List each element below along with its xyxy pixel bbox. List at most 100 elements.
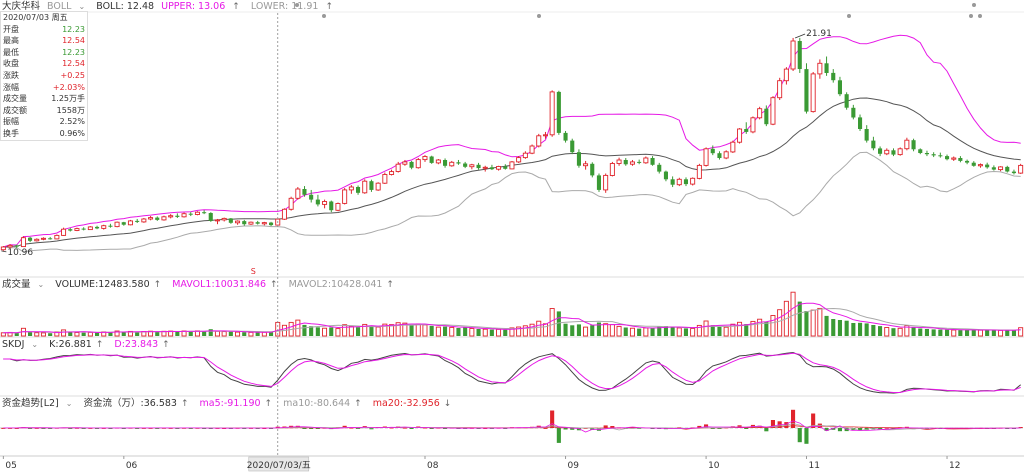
candle <box>87 226 93 231</box>
candle-body <box>576 152 581 166</box>
info-value: 1.25万手 <box>51 94 85 104</box>
candle <box>717 151 722 160</box>
candle <box>489 164 494 171</box>
high-price-label: 21.91 <box>806 29 832 39</box>
settings-dot-icon[interactable] <box>969 14 973 18</box>
info-row: 开盘 12.23 <box>1 24 87 36</box>
candle <box>737 128 743 144</box>
candle <box>824 56 829 76</box>
volume-bar <box>951 329 957 337</box>
volume-bar <box>931 329 936 336</box>
skdj-panel[interactable] <box>3 351 1022 394</box>
volume-bar <box>469 328 475 337</box>
volume-bar <box>255 332 260 336</box>
fund-bar <box>309 428 314 429</box>
candle-body <box>871 140 876 149</box>
volume-bar <box>482 328 488 337</box>
settings-dot-icon[interactable] <box>537 14 541 18</box>
volume-bar <box>831 319 836 336</box>
candle <box>670 176 675 188</box>
volume-panel[interactable] <box>0 291 1024 337</box>
candle <box>998 166 1004 172</box>
candle <box>623 158 628 166</box>
candle <box>991 165 996 171</box>
signal-marker: S <box>251 267 256 276</box>
candle-body <box>542 134 548 137</box>
candle <box>214 218 220 225</box>
candle <box>248 221 254 225</box>
candle <box>851 104 856 120</box>
volume-bar <box>362 323 368 337</box>
candle <box>529 144 535 155</box>
candle-body <box>590 163 595 176</box>
fund-bar <box>275 426 280 428</box>
settings-dot-icon[interactable] <box>972 3 976 7</box>
candle <box>415 158 421 169</box>
candle-body <box>897 148 903 156</box>
fund-bar <box>202 428 207 429</box>
fund-title[interactable]: 资金趋势[L2] ⌄ <box>2 398 76 409</box>
chevron-down-icon: ⌄ <box>37 280 45 289</box>
candle <box>81 227 86 231</box>
volume-bar <box>214 330 220 337</box>
fund-bar <box>878 428 883 429</box>
volume-bar <box>542 323 548 337</box>
candle-body <box>248 221 254 225</box>
candle <box>549 90 555 137</box>
x-tick-label: 08 <box>427 461 439 471</box>
volume-bar <box>549 308 555 337</box>
candle <box>309 189 314 203</box>
fund-trend-panel[interactable] <box>0 409 1024 444</box>
fund-bar <box>884 427 889 429</box>
candle <box>977 163 983 168</box>
candle-body <box>161 216 167 221</box>
settings-dot-icon[interactable] <box>978 14 982 18</box>
candle-body <box>670 179 675 185</box>
candle-body <box>730 141 736 153</box>
fund-bar <box>168 427 173 429</box>
candle <box>637 159 642 165</box>
fund-bar <box>8 427 13 429</box>
candle <box>596 173 601 192</box>
ohlc-info-box: 2020/07/03 周五 开盘 12.23 最高 12.54 最低 12.23 收盘 12.… <box>0 11 88 141</box>
fund-bar <box>315 428 320 429</box>
fund-ma10-value: ma10:-80.644 ↑ <box>283 398 366 409</box>
info-label: 成交量 <box>3 94 27 104</box>
volume-bar <box>61 329 67 337</box>
price-panel[interactable]: 21.91 10.96 S <box>0 29 1024 276</box>
candle-body <box>851 107 856 118</box>
candle <box>382 172 388 184</box>
volume-title[interactable]: 成交量 ⌄ <box>2 279 48 290</box>
candle-body <box>409 161 414 168</box>
volume-bar <box>322 327 328 337</box>
settings-dot-icon[interactable] <box>322 14 326 18</box>
volume-bar <box>522 325 528 337</box>
mavol2-label: MAVOL2:10428.041 <box>288 279 383 290</box>
candle-body <box>476 164 481 169</box>
candle-body <box>54 234 60 240</box>
indicator-select[interactable]: BOLL ⌄ <box>47 1 89 12</box>
candle <box>449 160 455 167</box>
candle <box>228 217 233 224</box>
candle <box>676 177 682 187</box>
volume-bar <box>402 322 408 337</box>
crosshair: 2020/07/03/五 <box>247 13 311 472</box>
volume-bar <box>864 323 869 336</box>
candle <box>723 150 729 160</box>
fund-bar <box>188 428 193 429</box>
skdj-title[interactable]: SKDJ ⌄ <box>2 339 42 350</box>
volume-title-label: 成交量 <box>2 279 31 290</box>
fund-bar <box>41 428 46 429</box>
info-label: 最高 <box>3 36 19 46</box>
fund-bar <box>503 428 508 429</box>
candle-body <box>657 164 662 172</box>
boll-upper: UPPER: 13.06 ↑ <box>161 1 244 12</box>
settings-dot-icon[interactable] <box>847 14 851 18</box>
volume-bar <box>810 309 816 337</box>
x-tick-label: 05 <box>5 461 16 471</box>
candle-body <box>108 225 113 227</box>
settings-dot-icon[interactable] <box>295 3 299 7</box>
main-header: 大庆华科 BOLL ⌄ BOLL: 12.48 UPPER: 13.06 ↑ L… <box>2 1 341 13</box>
candle <box>871 136 876 151</box>
